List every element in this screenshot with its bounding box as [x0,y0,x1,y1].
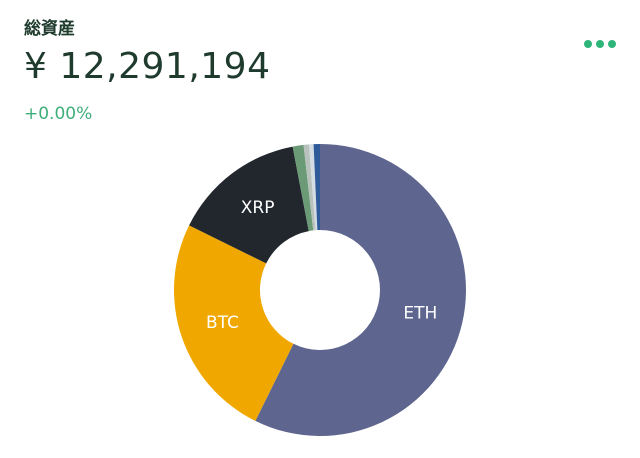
donut-slice [255,144,467,437]
title: 総資産 [24,19,75,39]
dot [608,40,616,48]
dot [584,40,592,48]
slice-label: BTC [206,313,239,333]
donut-slice [309,144,318,231]
donut-slice [303,144,316,231]
change-percent: +0.00% [24,104,93,124]
donut-slice [292,144,314,232]
slice-label: ETH [403,303,437,323]
more-menu[interactable] [584,40,624,60]
slice-label: XRP [241,198,275,218]
donut-slice [189,146,309,264]
donut-slice [313,144,320,231]
dot [596,40,604,48]
donut-slice [174,225,294,421]
total-balance: ¥ 12,291,194 [24,46,271,87]
